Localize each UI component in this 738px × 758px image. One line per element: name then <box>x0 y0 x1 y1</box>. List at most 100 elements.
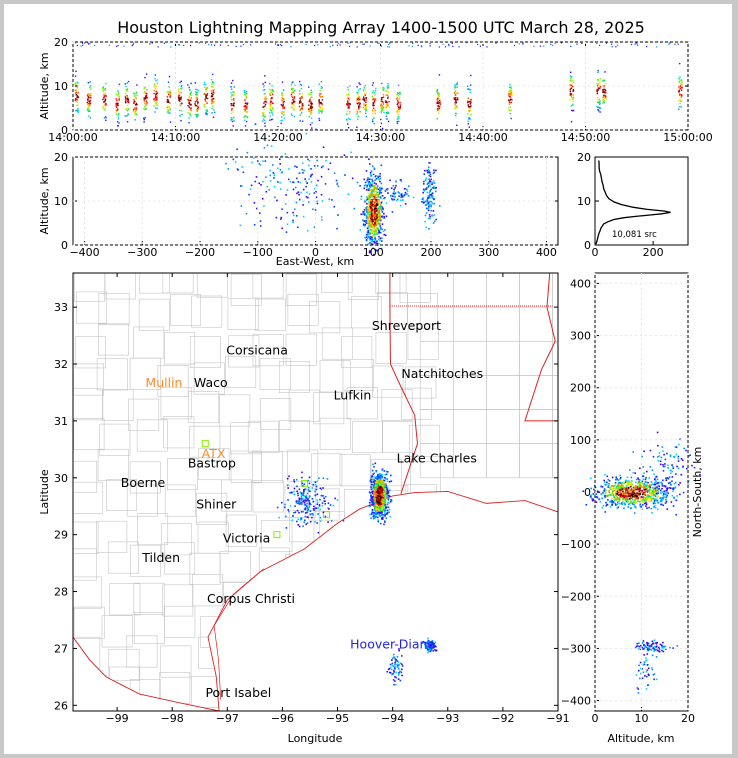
lightning-source <box>603 96 605 98</box>
lightning-source <box>638 493 641 495</box>
lightning-source <box>426 171 429 174</box>
lightning-source <box>363 209 366 211</box>
lightning-source <box>380 493 383 496</box>
lightning-source <box>386 489 389 492</box>
lightning-source <box>231 108 234 110</box>
lightning-source <box>307 497 309 500</box>
lightning-source <box>281 95 284 97</box>
lightning-source <box>671 470 674 473</box>
lightning-source <box>379 500 381 503</box>
lightning-source <box>370 206 372 208</box>
lightning-source <box>613 489 616 492</box>
lightning-source <box>380 511 383 514</box>
lightning-source <box>304 512 307 514</box>
x-tick-label: −94 <box>381 712 404 725</box>
lightning-source <box>300 102 302 104</box>
lightning-source <box>318 112 320 114</box>
county-boundary <box>164 332 196 365</box>
county-boundary <box>260 398 292 430</box>
county-boundary <box>139 273 170 294</box>
lightning-source <box>317 44 319 46</box>
lightning-source <box>312 508 315 510</box>
lightning-source <box>383 494 386 496</box>
lightning-source <box>316 501 319 504</box>
lightning-source <box>373 182 376 184</box>
lightning-source <box>356 98 359 100</box>
lightning-source <box>331 199 333 201</box>
lightning-source <box>87 99 89 101</box>
lightning-source <box>308 110 310 113</box>
lightning-source <box>377 238 380 241</box>
lightning-source <box>299 93 301 95</box>
lightning-source <box>378 489 381 491</box>
lightning-source <box>297 181 300 183</box>
lightning-source <box>281 92 283 95</box>
lightning-source <box>658 488 660 490</box>
lightning-source <box>365 97 367 99</box>
lightning-source <box>372 102 375 105</box>
lightning-source <box>369 480 372 482</box>
lightning-source <box>367 232 370 234</box>
lightning-source <box>311 513 314 515</box>
lightning-source <box>290 491 293 494</box>
lightning-source <box>620 484 623 487</box>
lightning-source <box>613 496 616 499</box>
lightning-source <box>427 217 430 220</box>
lightning-source <box>508 94 510 96</box>
lightning-source <box>622 500 624 503</box>
lightning-source <box>385 507 387 509</box>
lightning-source <box>377 520 380 523</box>
lightning-source <box>356 96 358 99</box>
lightning-source <box>371 236 374 239</box>
lightning-source <box>298 488 301 491</box>
lightning-source <box>479 45 482 47</box>
lightning-source <box>373 472 375 475</box>
county-boundary <box>287 449 319 482</box>
lightning-source <box>368 491 371 494</box>
lightning-source <box>404 191 407 194</box>
lightning-source <box>667 464 669 467</box>
lightning-source <box>308 115 310 118</box>
lightning-source <box>602 492 604 494</box>
lightning-source <box>360 213 363 216</box>
lightning-source <box>384 473 387 476</box>
ew-altitude-xlabel: East-West, km <box>276 255 354 268</box>
lightning-source <box>679 102 681 105</box>
lightning-source <box>282 107 284 109</box>
lightning-source <box>687 455 690 457</box>
lightning-source <box>444 46 446 48</box>
lightning-source <box>232 104 235 106</box>
lightning-source <box>657 482 660 484</box>
lightning-source <box>375 214 378 217</box>
lightning-source <box>230 112 233 115</box>
lightning-source <box>156 82 158 85</box>
y-tick-label: 26 <box>54 699 68 712</box>
lightning-source <box>281 45 283 47</box>
lightning-source <box>615 498 618 501</box>
lightning-source <box>390 474 392 477</box>
lightning-source <box>211 95 213 98</box>
lightning-source <box>292 99 294 101</box>
lightning-source <box>272 114 274 116</box>
lightning-source <box>423 173 426 176</box>
lightning-source <box>370 478 372 481</box>
lightning-source <box>296 177 298 180</box>
lightning-source <box>380 247 383 250</box>
parish-boundary <box>419 273 454 308</box>
lightning-source <box>264 105 266 107</box>
lightning-source <box>511 90 513 93</box>
lightning-source <box>596 83 598 85</box>
lightning-source <box>240 45 242 47</box>
lightning-source <box>262 180 264 183</box>
lightning-source <box>369 196 372 199</box>
lightning-source <box>510 101 513 104</box>
lightning-source <box>602 89 604 91</box>
lightning-source <box>380 491 383 494</box>
lightning-source <box>385 496 388 498</box>
lightning-source <box>211 92 213 94</box>
lightning-source <box>314 521 316 523</box>
lightning-source <box>652 502 655 505</box>
lightning-source <box>649 500 651 503</box>
lightning-source <box>511 94 513 96</box>
lightning-source <box>180 80 183 83</box>
